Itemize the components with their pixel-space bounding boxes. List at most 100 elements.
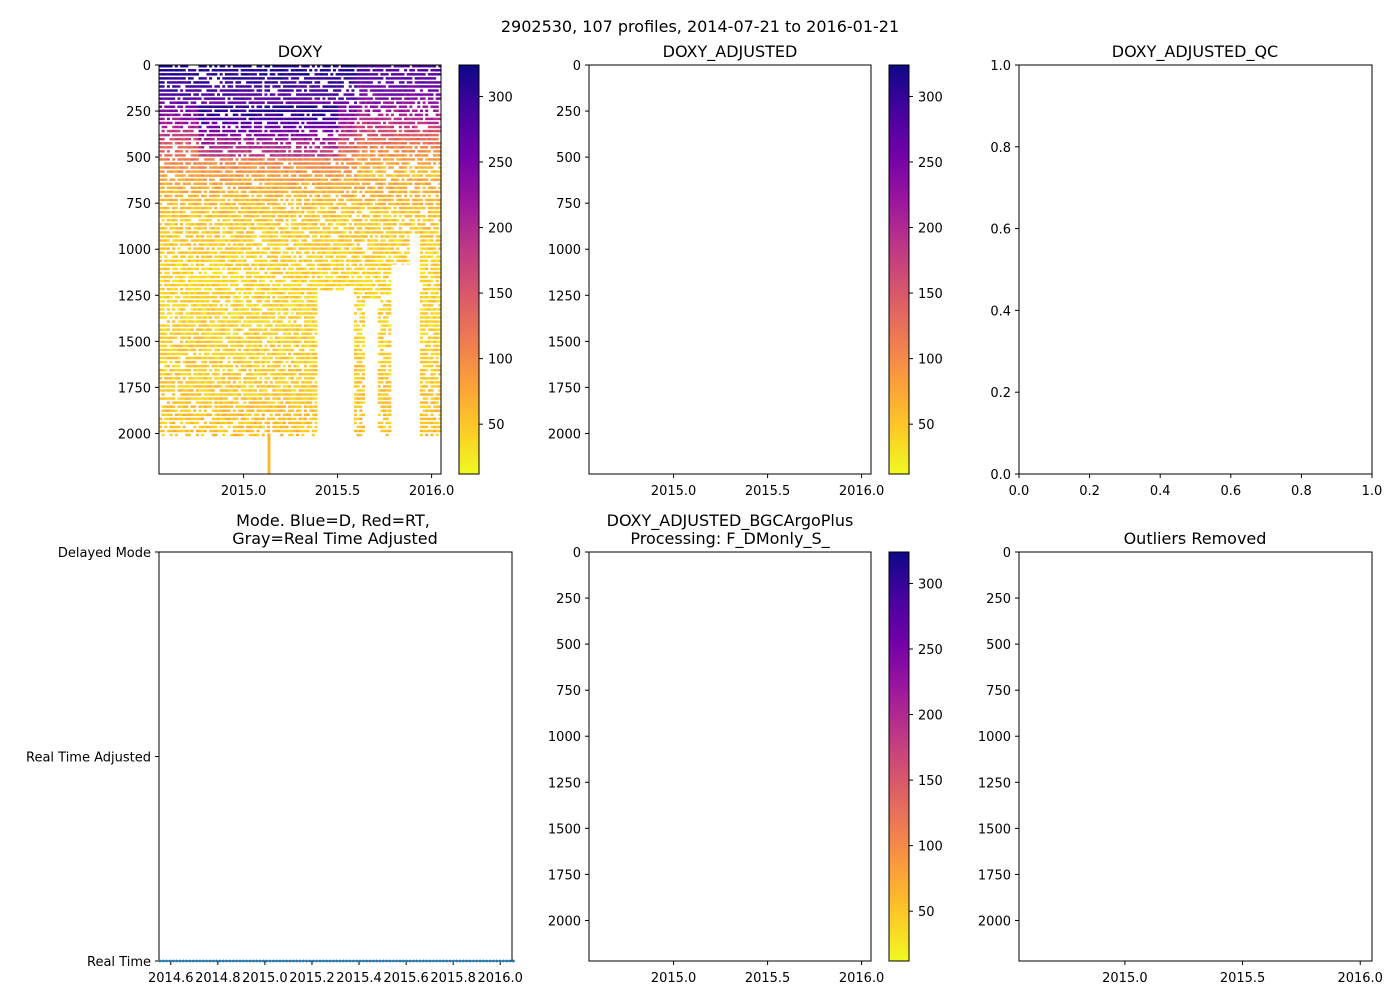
heatmap-cell [259, 340, 263, 344]
heatmap-cell [290, 223, 294, 226]
heatmap-cell [185, 328, 189, 331]
heatmap-cell [224, 328, 228, 331]
heatmap-cell [251, 162, 255, 165]
heatmap-cell [335, 202, 339, 206]
heatmap-cell [219, 101, 223, 104]
heatmap-cell [235, 190, 239, 194]
heatmap-cell [298, 377, 302, 380]
heatmap-cell [245, 279, 250, 283]
heatmap-cell [232, 73, 236, 76]
heatmap-cell [306, 259, 310, 262]
heatmap-cell [256, 429, 260, 433]
heatmap-cell [238, 328, 242, 331]
heatmap-cell [169, 425, 173, 429]
heatmap-cell [245, 324, 250, 327]
heatmap-cell [340, 182, 344, 185]
heatmap-cell [180, 69, 184, 72]
heatmap-cell [282, 158, 286, 161]
heatmap-cell [193, 166, 197, 169]
heatmap-cell [203, 397, 207, 400]
heatmap-cell [311, 247, 315, 250]
heatmap-cell [306, 125, 310, 129]
heatmap-cell [277, 405, 281, 408]
heatmap-cell [314, 117, 318, 121]
heatmap-cell [222, 69, 226, 72]
heatmap-cell [277, 125, 281, 129]
heatmap-cell [227, 170, 231, 173]
heatmap-cell [166, 401, 170, 404]
heatmap-cell [248, 275, 252, 279]
heatmap-cell [274, 137, 278, 141]
heatmap-cell [177, 162, 181, 165]
heatmap-cell [303, 251, 307, 254]
heatmap-cell [280, 263, 284, 267]
heatmap-cell [238, 405, 242, 408]
heatmap-cell [269, 219, 273, 222]
heatmap-cell [222, 101, 226, 104]
heatmap-cell [180, 389, 184, 392]
heatmap-cell [164, 368, 168, 372]
heatmap-cell [245, 150, 250, 153]
heatmap-cell [185, 219, 189, 222]
heatmap-cell [161, 186, 165, 190]
heatmap-cell [293, 389, 297, 392]
heatmap-cell [290, 137, 294, 141]
heatmap-cell [259, 210, 263, 214]
heatmap-cell [290, 271, 294, 275]
heatmap-cell [169, 259, 173, 262]
heatmap-cell [261, 328, 265, 331]
heatmap-cell [272, 158, 276, 161]
heatmap-cell [293, 182, 297, 185]
heatmap-cell [209, 340, 213, 344]
heatmap-cell [195, 340, 199, 344]
heatmap-cell [161, 210, 165, 214]
heatmap-cell [264, 214, 268, 218]
heatmap-cell [274, 328, 278, 331]
heatmap-cell [227, 312, 231, 315]
heatmap-cell [238, 267, 242, 271]
heatmap-cell [190, 413, 194, 417]
heatmap-cell [222, 413, 226, 417]
heatmap-cell [267, 214, 271, 218]
heatmap-cell [280, 393, 284, 396]
heatmap-cell [238, 219, 242, 222]
heatmap-cell [232, 235, 236, 238]
heatmap-cell [159, 69, 163, 72]
heatmap-cell [251, 105, 255, 108]
heatmap-cell [243, 324, 247, 327]
heatmap-cell [243, 320, 247, 323]
heatmap-cell [211, 364, 215, 368]
heatmap-cell [172, 93, 176, 96]
heatmap-cell [190, 291, 194, 295]
heatmap-cell [293, 162, 297, 165]
heatmap-cell [298, 296, 302, 299]
heatmap-cell [290, 125, 294, 129]
heatmap-cell [277, 401, 281, 404]
heatmap-cell [222, 117, 226, 121]
heatmap-cell [180, 186, 184, 190]
heatmap-cell [166, 210, 170, 214]
heatmap-cell [190, 356, 194, 360]
heatmap-cell [322, 77, 326, 80]
heatmap-cell [319, 271, 323, 275]
heatmap-cell [267, 393, 271, 396]
heatmap-cell [201, 235, 205, 238]
heatmap-cell [277, 146, 281, 149]
heatmap-cell [296, 356, 300, 360]
heatmap-cell [193, 206, 197, 210]
heatmap-cell [222, 227, 226, 230]
heatmap-cell [301, 397, 305, 400]
heatmap-cell [180, 101, 184, 104]
heatmap-cell [285, 194, 289, 198]
heatmap-cell [182, 251, 186, 254]
heatmap-cell [309, 401, 313, 404]
heatmap-cell [198, 146, 202, 149]
heatmap-cell [161, 178, 165, 181]
heatmap-cell [193, 352, 197, 356]
heatmap-cell [182, 133, 186, 137]
heatmap-cell [322, 121, 326, 125]
heatmap-cell [245, 81, 250, 84]
heatmap-cell [253, 401, 257, 404]
heatmap-cell [214, 170, 218, 173]
heatmap-cell [169, 352, 173, 356]
